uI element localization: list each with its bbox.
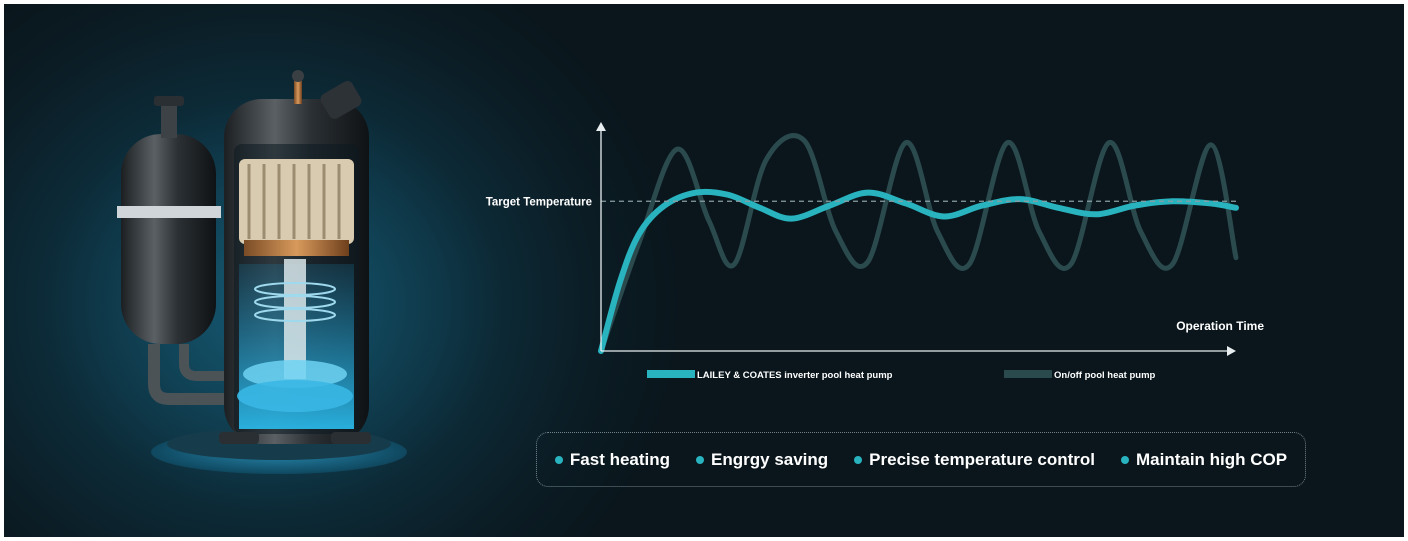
feature-list: Fast heating Engrgy saving Precise tempe… — [536, 432, 1306, 487]
bullet-icon — [1120, 455, 1129, 464]
feature-item: Fast heating — [554, 449, 671, 470]
rotary-compressor-cutaway — [117, 70, 407, 474]
temperature-chart: Target Temperature Operation Time LAILEY… — [486, 122, 1264, 381]
legend: LAILEY & COATES inverter pool heat pump O… — [647, 370, 1156, 381]
feature-label: Maintain high COP — [1135, 449, 1288, 469]
feature-label: Fast heating — [569, 449, 671, 469]
y-axis-arrow — [596, 122, 606, 131]
banner: Target Temperature Operation Time LAILEY… — [4, 4, 1404, 537]
feature-item: Precise temperature control — [854, 450, 1095, 470]
bullet-icon — [854, 455, 863, 464]
feature-item: Engrgy saving — [696, 450, 828, 470]
series-inverter-legend-swatch — [647, 370, 695, 378]
bullet-icon — [554, 455, 563, 464]
bullet-icon — [696, 455, 705, 464]
feature-item: Maintain high COP — [1120, 449, 1288, 470]
feature-label: Precise temperature control — [869, 449, 1095, 469]
x-axis-arrow — [1227, 346, 1236, 356]
series-inverter-line — [598, 188, 1239, 354]
series-onoff-legend-swatch — [1004, 370, 1052, 378]
target-temperature-label: Target Temperature — [486, 196, 592, 208]
x-axis-label: Operation Time — [1176, 319, 1264, 333]
feature-label: Engrgy saving — [711, 449, 829, 469]
series-layer — [598, 133, 1239, 354]
series-onoff-line — [598, 133, 1239, 354]
series-inverter-legend-label: LAILEY & COATES inverter pool heat pump — [697, 370, 893, 381]
series-onoff-legend-label: On/off pool heat pump — [1054, 370, 1156, 381]
